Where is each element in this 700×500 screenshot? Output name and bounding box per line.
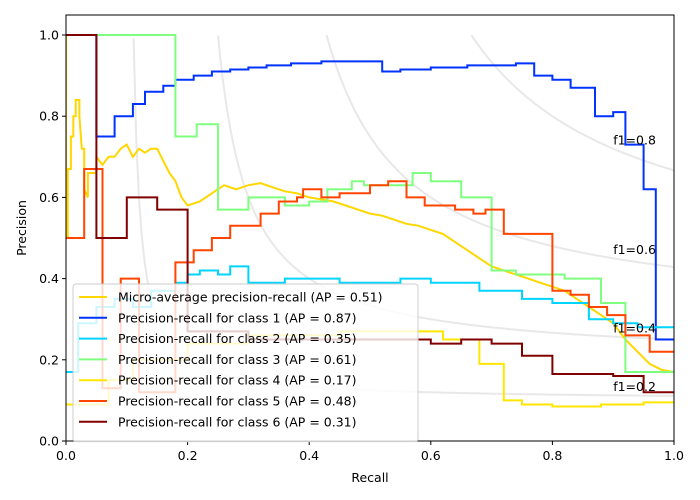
x-tick-label: 1.0 bbox=[664, 448, 684, 463]
legend-entry: Precision-recall for class 6 (AP = 0.31) bbox=[118, 414, 356, 429]
legend-entry: Precision-recall for class 3 (AP = 0.61) bbox=[118, 352, 356, 367]
legend-entry: Precision-recall for class 5 (AP = 0.48) bbox=[118, 394, 356, 409]
x-tick-label: 0.0 bbox=[56, 448, 76, 463]
x-tick-label: 0.2 bbox=[178, 448, 198, 463]
x-tick-label: 0.6 bbox=[421, 448, 441, 463]
series-line-1 bbox=[95, 35, 674, 341]
x-tick-label: 0.8 bbox=[542, 448, 562, 463]
legend-entry: Precision-recall for class 4 (AP = 0.17) bbox=[118, 373, 356, 388]
series-line-6 bbox=[66, 34, 674, 394]
y-tick-label: 0.2 bbox=[39, 352, 59, 367]
legend-entry: Precision-recall for class 2 (AP = 0.35) bbox=[118, 331, 356, 346]
legend-entry: Precision-recall for class 1 (AP = 0.87) bbox=[118, 310, 356, 325]
iso-f1-label: f1=0.6 bbox=[613, 242, 656, 257]
iso-f1-curve bbox=[470, 34, 674, 172]
legend: Micro-average precision-recall (AP = 0.5… bbox=[72, 283, 419, 443]
iso-f1-label: f1=0.8 bbox=[613, 133, 656, 148]
y-tick-label: 0.6 bbox=[39, 190, 59, 205]
x-tick-label: 0.4 bbox=[299, 448, 319, 463]
y-tick-label: 0.4 bbox=[39, 271, 59, 286]
y-axis-ticks: 0.0 0.2 0.4 0.6 0.8 1.0 bbox=[39, 28, 66, 449]
y-tick-label: 1.0 bbox=[39, 28, 59, 43]
iso-f1-curve bbox=[217, 35, 674, 341]
iso-f1-curve bbox=[325, 34, 674, 268]
y-tick-label: 0.0 bbox=[39, 434, 59, 449]
iso-f1-label: f1=0.2 bbox=[613, 379, 656, 394]
iso-f1-label: f1=0.4 bbox=[613, 320, 656, 335]
y-axis-label: Precision bbox=[14, 200, 29, 256]
x-axis-label: Recall bbox=[351, 470, 388, 485]
y-tick-label: 0.8 bbox=[39, 109, 59, 124]
series-line-3 bbox=[96, 34, 674, 373]
x-axis-ticks: 0.0 0.2 0.4 0.6 0.8 1.0 bbox=[56, 441, 684, 463]
series-line-0 bbox=[66, 35, 674, 373]
iso-f1-labels: f1=0.2 f1=0.4 f1=0.6 f1=0.8 bbox=[613, 133, 656, 395]
legend-entry: Micro-average precision-recall (AP = 0.5… bbox=[118, 290, 383, 305]
legend-box bbox=[72, 283, 419, 443]
